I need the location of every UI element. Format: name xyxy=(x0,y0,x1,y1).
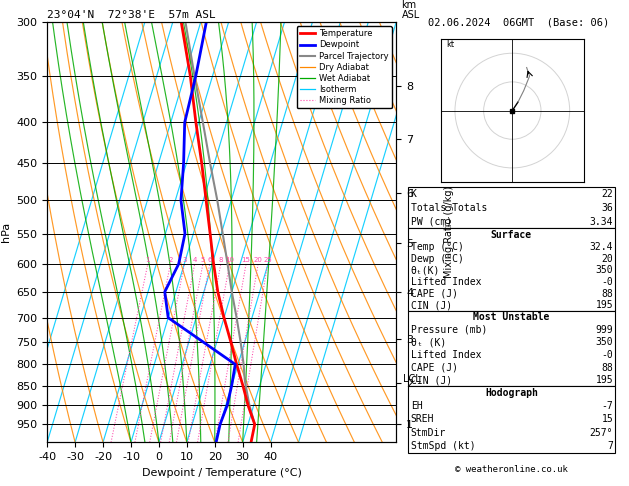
Text: Dewp (°C): Dewp (°C) xyxy=(411,254,464,263)
Text: 25: 25 xyxy=(264,257,272,262)
Text: 195: 195 xyxy=(596,375,613,385)
Text: SREH: SREH xyxy=(411,414,434,424)
Text: Surface: Surface xyxy=(491,230,532,240)
X-axis label: Dewpoint / Temperature (°C): Dewpoint / Temperature (°C) xyxy=(142,468,302,478)
Text: Totals Totals: Totals Totals xyxy=(411,203,487,213)
Text: CIN (J): CIN (J) xyxy=(411,375,452,385)
Text: CAPE (J): CAPE (J) xyxy=(411,289,458,298)
Text: θₜ (K): θₜ (K) xyxy=(411,337,446,347)
Text: -0: -0 xyxy=(601,350,613,360)
Text: kt: kt xyxy=(447,40,455,50)
Text: 3: 3 xyxy=(182,257,187,262)
Text: θₜ(K): θₜ(K) xyxy=(411,265,440,275)
Text: 02.06.2024  06GMT  (Base: 06): 02.06.2024 06GMT (Base: 06) xyxy=(428,17,610,27)
Text: 36: 36 xyxy=(601,203,613,213)
Y-axis label: Mixing Ratio (g/kg): Mixing Ratio (g/kg) xyxy=(443,186,454,278)
Text: 88: 88 xyxy=(601,363,613,373)
Text: -0: -0 xyxy=(601,277,613,287)
Text: PW (cm): PW (cm) xyxy=(411,217,452,226)
Text: 88: 88 xyxy=(601,289,613,298)
Text: 20: 20 xyxy=(253,257,262,262)
Text: Lifted Index: Lifted Index xyxy=(411,350,481,360)
Text: 4: 4 xyxy=(192,257,197,262)
Text: CAPE (J): CAPE (J) xyxy=(411,363,458,373)
Text: km
ASL: km ASL xyxy=(401,0,420,20)
Text: 2: 2 xyxy=(168,257,172,262)
Text: 23°04'N  72°38'E  57m ASL: 23°04'N 72°38'E 57m ASL xyxy=(47,10,216,20)
Text: 350: 350 xyxy=(596,265,613,275)
Text: Lifted Index: Lifted Index xyxy=(411,277,481,287)
Text: 7: 7 xyxy=(608,441,613,451)
Text: StmSpd (kt): StmSpd (kt) xyxy=(411,441,476,451)
Text: K: K xyxy=(411,189,416,199)
Text: Temp (°C): Temp (°C) xyxy=(411,242,464,252)
Text: 999: 999 xyxy=(596,325,613,335)
Text: 22: 22 xyxy=(601,189,613,199)
Text: 32.4: 32.4 xyxy=(590,242,613,252)
Text: EH: EH xyxy=(411,401,423,411)
Text: 10: 10 xyxy=(225,257,234,262)
Text: LCL: LCL xyxy=(403,374,421,384)
Text: Most Unstable: Most Unstable xyxy=(473,312,550,322)
Text: © weatheronline.co.uk: © weatheronline.co.uk xyxy=(455,465,568,474)
Text: 8: 8 xyxy=(218,257,223,262)
Text: -7: -7 xyxy=(601,401,613,411)
Text: 15: 15 xyxy=(242,257,250,262)
Text: 15: 15 xyxy=(601,414,613,424)
Legend: Temperature, Dewpoint, Parcel Trajectory, Dry Adiabat, Wet Adiabat, Isotherm, Mi: Temperature, Dewpoint, Parcel Trajectory… xyxy=(297,26,392,108)
Text: 195: 195 xyxy=(596,300,613,310)
Text: 5: 5 xyxy=(201,257,205,262)
Text: 6: 6 xyxy=(208,257,212,262)
Y-axis label: hPa: hPa xyxy=(1,222,11,242)
Text: 350: 350 xyxy=(596,337,613,347)
Text: 20: 20 xyxy=(601,254,613,263)
Text: StmDir: StmDir xyxy=(411,428,446,438)
Text: Pressure (mb): Pressure (mb) xyxy=(411,325,487,335)
Text: 257°: 257° xyxy=(590,428,613,438)
Text: 1: 1 xyxy=(145,257,150,262)
Text: CIN (J): CIN (J) xyxy=(411,300,452,310)
Text: 3.34: 3.34 xyxy=(590,217,613,226)
Text: Hodograph: Hodograph xyxy=(485,388,538,398)
